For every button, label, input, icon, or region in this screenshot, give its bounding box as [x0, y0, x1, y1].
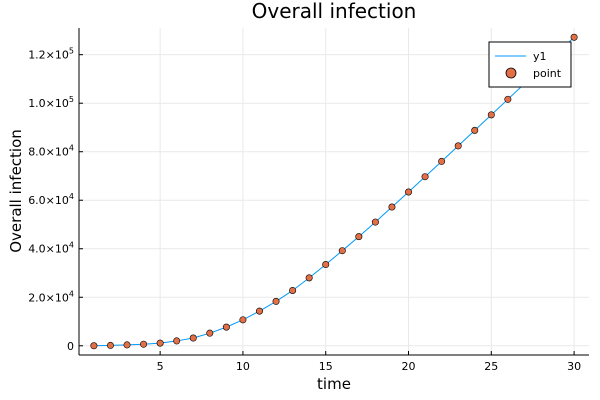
scatter-point — [173, 337, 181, 345]
legend-label-point: point — [533, 67, 562, 80]
x-tick-label: 15 — [319, 360, 333, 373]
scatter-point — [355, 233, 363, 241]
y-tick-label: 1.2×105 — [28, 47, 74, 62]
x-tick-label: 25 — [484, 360, 498, 373]
scatter-point — [156, 339, 164, 347]
y-axis-label: Overall infection — [7, 129, 25, 253]
scatter-point — [239, 316, 247, 324]
scatter-point — [272, 297, 280, 305]
x-axis-ticks: 5 10 15 20 25 30 — [157, 351, 581, 373]
legend-box — [488, 41, 572, 88]
x-axis-label: time — [317, 375, 351, 393]
legend-point-swatch — [505, 67, 517, 79]
scatter-point — [322, 261, 330, 269]
scatter-point — [106, 341, 114, 349]
scatter-point — [454, 142, 462, 150]
scatter-point — [289, 286, 297, 294]
chart-title: Overall infection — [252, 0, 417, 23]
x-tick-label: 5 — [157, 360, 164, 373]
scatter-point — [405, 188, 413, 196]
scatter-point — [504, 95, 512, 103]
y-tick-label: 4.0×104 — [28, 241, 74, 256]
scatter-point — [438, 157, 446, 165]
x-tick-label: 20 — [402, 360, 416, 373]
legend-label-y1: y1 — [533, 50, 547, 63]
scatter-point — [206, 329, 214, 337]
y-tick-label: 8.0×104 — [28, 144, 74, 159]
x-tick-label: 10 — [236, 360, 250, 373]
scatter-point — [255, 307, 263, 315]
y-tick-label: 0 — [67, 340, 74, 353]
scatter-point — [305, 274, 313, 282]
y-tick-label: 1.0×105 — [28, 95, 74, 110]
scatter-point — [421, 173, 429, 181]
x-tick-label: 30 — [567, 360, 581, 373]
scatter-point — [388, 203, 396, 211]
y-tick-label: 6.0×104 — [28, 192, 74, 207]
legend: y1 point — [488, 41, 572, 88]
scatter-point — [570, 33, 578, 41]
scatter-point — [471, 126, 479, 134]
scatter-point — [90, 342, 98, 350]
y-axis-ticks: 0 2.0×104 4.0×104 6.0×104 8.0×104 1.0×105 1.2×… — [28, 47, 83, 353]
scatter-point — [123, 341, 131, 349]
scatter-point — [371, 218, 379, 226]
scatter-point — [338, 247, 346, 255]
gridlines — [79, 28, 589, 355]
y-tick-label: 2.0×104 — [28, 289, 74, 304]
scatter-point — [140, 340, 148, 348]
scatter-point — [222, 323, 230, 331]
scatter-point — [189, 334, 197, 342]
scatter-point — [487, 111, 495, 119]
